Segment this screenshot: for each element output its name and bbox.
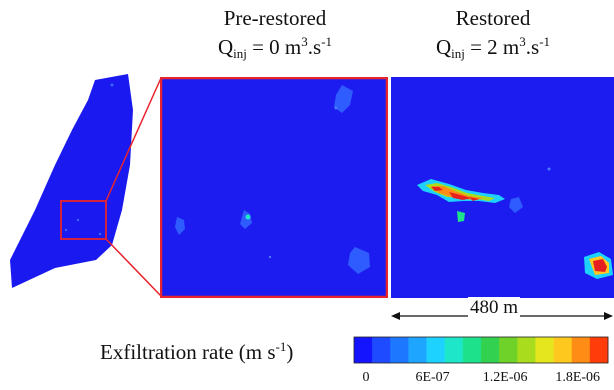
pre-restored-q-label: Qinj = 0 m3.s-1 [217,34,333,61]
scale-bar-label: 480 m [468,297,521,319]
colorbar-tick-label: 1.8E-06 [555,370,601,385]
colorbar-segment [462,337,482,363]
overview-map [10,74,133,288]
patch [457,211,465,222]
colorbar [353,336,609,364]
colorbar-segment [354,337,373,363]
restored-panel [391,77,614,298]
colorbar-tick-label: 1.2E-06 [482,370,528,385]
colorbar-label: Exfiltration rate (m s-1) [100,339,294,364]
colorbar-segment [426,337,446,363]
colorbar-segment [372,337,391,363]
colorbar-segment [553,337,573,363]
restored-q-label: Qinj = 2 m3.s-1 [435,34,551,61]
restored-label: Restored [455,6,531,30]
patch [175,217,185,235]
pre-restored-panel [160,77,388,298]
pre-restored-title: Pre-restored Qinj = 0 m3.s-1 [160,6,390,66]
colorbar-segment [589,337,609,363]
colorbar-segment [390,337,409,363]
colorbar-segment [535,337,554,363]
patch [334,85,353,113]
overview-map-shape [10,74,133,288]
exfiltration-hotspot [417,179,505,203]
patch [348,247,370,274]
colorbar-segment [499,337,518,363]
colorbar-segment [408,337,427,363]
colorbar-segment [481,337,500,363]
pre-restored-label: Pre-restored [223,6,327,30]
colorbar-segment [517,337,536,363]
colorbar-segment [444,337,464,363]
exfiltration-hotspot [584,252,613,279]
restored-title: Restored Qinj = 2 m3.s-1 [378,6,608,66]
colorbar-tick-label: 6E-07 [415,370,450,385]
zoom-connectors [105,77,162,297]
patch [509,197,523,213]
colorbar-segment [571,337,591,363]
colorbar-tick-label: 0 [362,370,370,385]
overview-zoom-box [60,200,107,240]
